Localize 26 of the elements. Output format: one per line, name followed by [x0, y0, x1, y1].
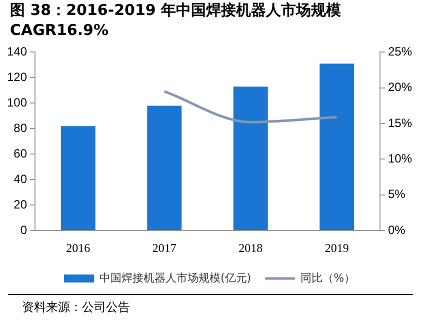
bar [233, 86, 268, 230]
y-tick-label: 100 [6, 95, 28, 110]
y2-tick-label: 15% [388, 116, 412, 130]
y-tick-label: 60 [14, 146, 28, 160]
bar [320, 64, 354, 230]
x-tick-label: 2017 [152, 240, 176, 255]
text: 资料来源：公司公告 [8, 294, 413, 316]
y-tick-label: 140 [6, 44, 28, 59]
y-tick-label: 0 [20, 222, 28, 237]
y2-tick-label: 10% [388, 152, 412, 166]
y-tick-label: 20 [14, 197, 28, 212]
y2-tick-label: 20% [388, 80, 412, 94]
legend-label: 同比（%） [300, 271, 356, 284]
y-tick-label: 80 [14, 120, 28, 135]
y-tick-label: 120 [6, 70, 28, 84]
x-tick-label: 2019 [324, 240, 349, 255]
y2-tick-label: 25% [388, 44, 412, 59]
legend-label: 中国焊接机器人市场规模(亿元) [99, 271, 252, 284]
x-tick-label: 2018 [238, 240, 263, 255]
bar [147, 106, 182, 230]
chart-title: 图 38：2016-2019 年中国焊接机器人市场规模CAGR16.9% [9, 0, 342, 41]
bar [60, 126, 96, 230]
y2-tick-label: 0% [388, 222, 406, 237]
y2-tick-label: 5% [388, 187, 406, 202]
x-tick-label: 2016 [66, 240, 90, 255]
y-tick-label: 40 [14, 172, 28, 186]
